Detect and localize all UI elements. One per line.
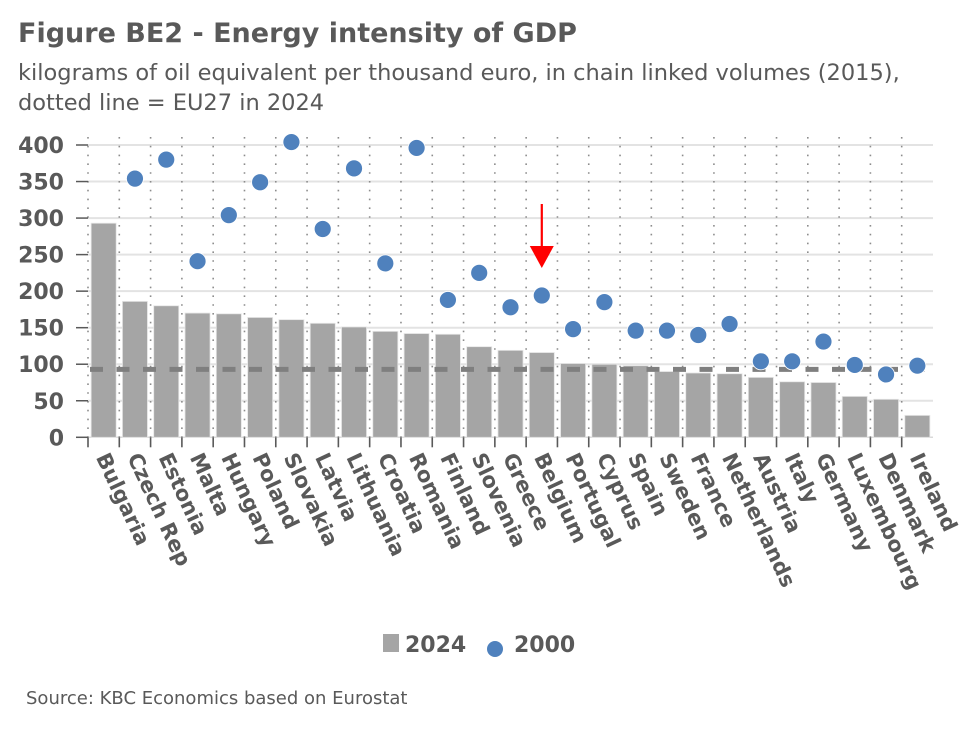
bar-2024-spain (622, 365, 649, 438)
red-arrow-icon (529, 246, 554, 268)
legend-label-2000: 2000 (514, 633, 575, 658)
dot-2000-austria (751, 352, 770, 371)
y-tick-label: 100 (18, 353, 64, 378)
dot-2000-romania (407, 139, 426, 157)
bar-2024-slovenia (466, 346, 493, 438)
dot-2000-estonia (157, 150, 176, 169)
chart-subtitle-line-2: dotted line = EU27 in 2024 (18, 90, 325, 116)
bar-2024-belgium (528, 352, 555, 438)
source-note: Source: KBC Economics based on Eurostat (26, 688, 408, 709)
y-tick-label: 50 (33, 390, 64, 415)
chart-subtitle-line-1: kilograms of oil equivalent per thousand… (18, 60, 900, 86)
bar-2024-germany (810, 382, 837, 438)
bar-2024-malta (184, 312, 211, 438)
bar-2024-romania (403, 333, 430, 438)
dot-2000-czech-rep (126, 169, 144, 188)
bar-2024-france (685, 372, 712, 438)
dot-2000-malta (188, 252, 207, 271)
bar-2024-croatia (372, 330, 399, 438)
bar-2024-cyprus (591, 363, 618, 438)
dot-2000-spain (626, 321, 645, 340)
bar-2024-ireland (904, 414, 931, 438)
bar-2024-latvia (309, 322, 336, 438)
y-tick-label: 400 (18, 134, 64, 159)
dot-2000-denmark (877, 365, 895, 384)
chart-subtitle: kilograms of oil equivalent per thousand… (18, 58, 900, 118)
dot-2000-poland (251, 173, 270, 192)
dot-2000-luxembourg (845, 356, 864, 374)
chart-title: Figure BE2 - Energy intensity of GDP (18, 18, 577, 49)
annotations (529, 204, 554, 268)
y-tick-label: 250 (18, 244, 64, 269)
bar-2024-netherlands (716, 373, 743, 438)
y-tick-label: 350 (18, 171, 64, 196)
legend: 2024 2000 (383, 633, 575, 658)
bar-2024-greece (497, 349, 524, 438)
dot-2000-greece (501, 298, 520, 317)
dot-2000-hungary (219, 206, 238, 225)
dot-2000-ireland (908, 356, 927, 375)
dot-2000-germany (814, 332, 833, 351)
bar-2024-sweden (654, 371, 680, 438)
bar-2024-finland (434, 333, 461, 438)
dot-2000-finland (439, 291, 457, 309)
bar-2024-portugal (560, 363, 587, 438)
bar-2024-luxembourg (841, 395, 868, 438)
dot-2000-slovakia (282, 133, 301, 151)
dot-2000-latvia (313, 220, 332, 238)
dot-2000-portugal (564, 320, 582, 339)
dot-2000-croatia (376, 254, 395, 273)
dot-2000-netherlands (720, 315, 739, 333)
y-tick-label: 150 (18, 317, 64, 342)
dot-2000-belgium (532, 286, 551, 305)
bar-2024-lithuania (341, 326, 367, 438)
y-tick-label: 200 (18, 280, 64, 305)
bars-2024 (90, 222, 931, 438)
y-tick-label: 300 (18, 207, 64, 232)
dot-2000-cyprus (595, 293, 614, 312)
bar-2024-italy (779, 381, 806, 438)
dot-2000-sweden (658, 321, 676, 340)
legend-label-2024: 2024 (405, 633, 466, 658)
bar-2024-slovakia (278, 319, 305, 438)
y-tick-label: 0 (49, 426, 64, 451)
y-axis: 0 50 100 150 200 250 300 350 400 (18, 134, 88, 451)
bar-2024-bulgaria (90, 222, 117, 438)
dots-2000 (126, 133, 927, 384)
bar-2024-poland (247, 317, 274, 438)
dot-2000-lithuania (345, 159, 363, 178)
dot-2000-france (689, 326, 708, 344)
bar-2024-denmark (873, 398, 899, 438)
legend-circle-icon (487, 641, 503, 657)
dot-2000-slovenia (470, 263, 489, 282)
dot-2000-italy (783, 352, 802, 371)
category-dotted-lines (87, 137, 903, 438)
legend-square-icon (383, 634, 399, 652)
bar-2024-austria (747, 376, 774, 438)
bar-2024-hungary (215, 313, 242, 438)
